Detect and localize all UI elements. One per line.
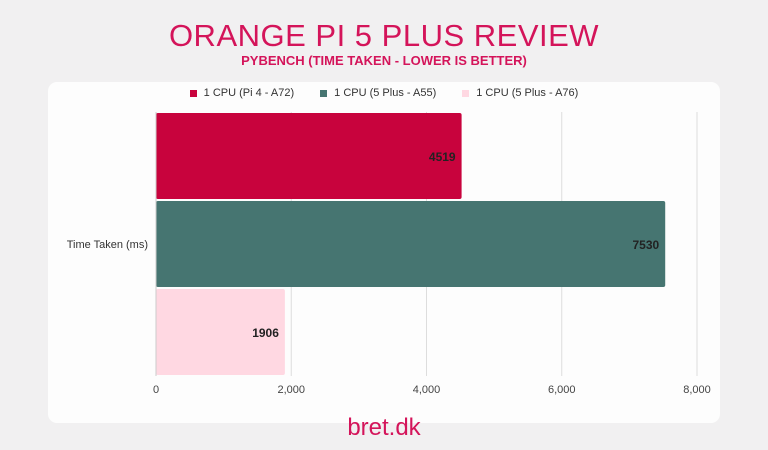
bar [156,113,462,199]
legend-swatch [320,89,328,97]
data-label: 1906 [252,326,279,340]
x-tick-label: 6,000 [548,384,576,396]
data-label: 7530 [633,238,660,252]
legend-item: 1 CPU (Pi 4 - A72) [189,87,295,99]
legend-label: 1 CPU (5 Plus - A76) [476,87,579,99]
bar [156,201,666,287]
x-tick-label: 4,000 [413,384,441,396]
legend-item: 1 CPU (5 Plus - A76) [462,87,578,99]
legend-item: 1 CPU (5 Plus - A55) [320,87,436,99]
legend-label: 1 CPU (Pi 4 - A72) [203,87,295,99]
legend: 1 CPU (Pi 4 - A72) 1 CPU (5 Plus - A55) … [0,87,768,99]
x-tick-label: 2,000 [277,384,305,396]
bar [156,289,285,375]
brand-footer: bret.dk [347,414,421,441]
x-tick-label: 0 [153,384,159,396]
x-tick-label: 8,000 [683,384,711,396]
chart-subtitle: PYBENCH (TIME TAKEN - LOWER IS BETTER) [241,53,527,68]
y-category-label: Time Taken (ms) [67,239,148,251]
legend-label: 1 CPU (5 Plus - A55) [334,87,437,99]
page-title: ORANGE PI 5 PLUS REVIEW [168,18,600,53]
data-label: 4519 [429,150,456,164]
legend-swatch [189,89,197,97]
legend-swatch [462,89,470,97]
